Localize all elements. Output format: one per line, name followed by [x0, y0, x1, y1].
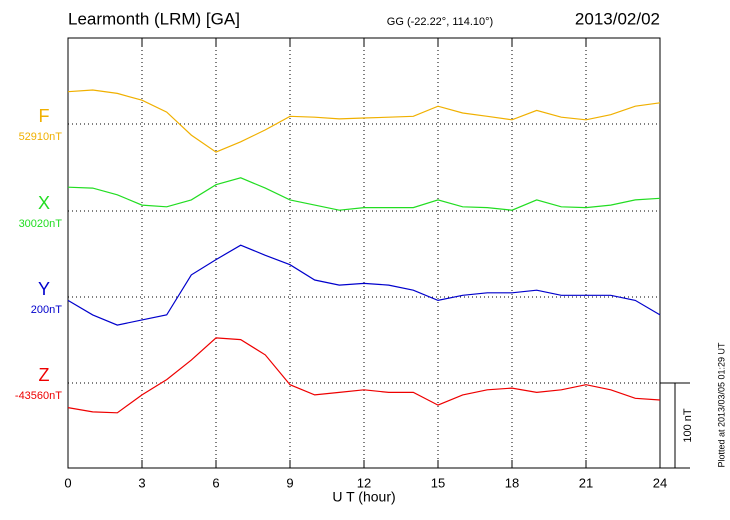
x-tick-label: 3 [138, 475, 145, 490]
chart-date: 2013/02/02 [575, 9, 660, 28]
x-tick-label: 6 [212, 475, 219, 490]
baseline-label: 200nT [31, 304, 62, 316]
series-name: F [39, 106, 50, 126]
chart-title: Learmonth (LRM) [GA] [68, 9, 240, 28]
x-tick-label: 12 [357, 475, 371, 490]
series-line [67, 337, 661, 414]
series-line [67, 177, 661, 211]
x-tick-label: 24 [653, 475, 667, 490]
baseline-label: 30020nT [19, 218, 63, 230]
baseline-label: 52910nT [19, 131, 63, 143]
series-name: Z [39, 365, 50, 385]
series-name: X [38, 193, 50, 213]
series-line [67, 89, 661, 153]
x-tick-label: 21 [579, 475, 593, 490]
x-tick-label: 15 [431, 475, 445, 490]
x-tick-label: 0 [64, 475, 71, 490]
baseline-label: -43560nT [15, 390, 62, 402]
footnote: Plotted at 2013/03/05 01:29 UT [716, 342, 726, 468]
x-tick-label: 18 [505, 475, 519, 490]
series-name: Y [38, 279, 50, 299]
chart-subtitle: GG (-22.22°, 114.10°) [387, 16, 493, 28]
x-tick-label: 9 [286, 475, 293, 490]
series-line [67, 244, 661, 326]
scale-bar-label: 100 nT [682, 408, 694, 443]
x-axis-label: U T (hour) [332, 489, 395, 505]
